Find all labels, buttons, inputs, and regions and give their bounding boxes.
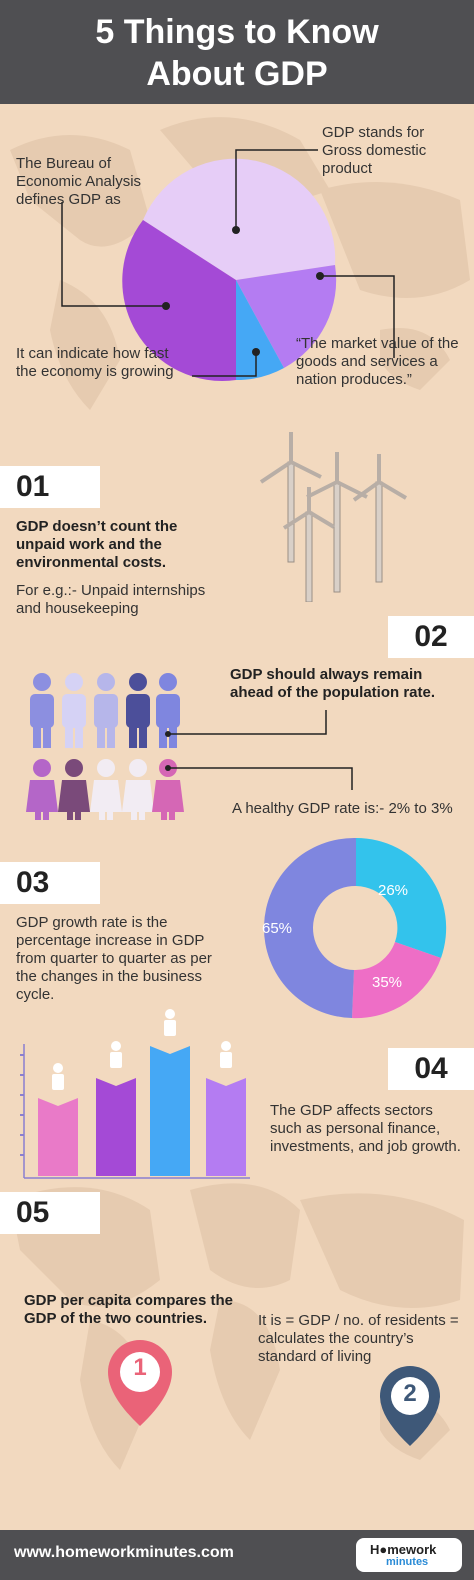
header-bar: 5 Things to Know About GDP	[0, 0, 474, 104]
bea-text: The Bureau of Economic Analysis defines …	[16, 155, 142, 208]
location-pins	[108, 1340, 440, 1446]
gdp-pie-chart	[61, 149, 395, 381]
donut-label-26: 26%	[378, 882, 409, 899]
s3-body: GDP growth rate is the percentage increa…	[16, 914, 212, 1003]
gdp-donut-chart	[263, 837, 447, 1019]
section-04-badge: 04	[388, 1048, 474, 1090]
bar-purple	[96, 1078, 136, 1176]
stands-for-text: GDP stands for Gross domestic product	[322, 124, 427, 177]
section-05-badge: 05	[0, 1192, 100, 1234]
population-people-icons	[26, 673, 353, 820]
pie-slice-lavender	[143, 158, 336, 280]
pin-2-icon	[380, 1366, 440, 1446]
bar-blue	[150, 1046, 190, 1176]
s4-body: The GDP affects sectors such as personal…	[270, 1102, 461, 1155]
s2-healthy-rate: A healthy GDP rate is:- 2% to 3%	[232, 800, 453, 817]
s2-heading: GDP should always remain ahead of the po…	[230, 666, 436, 701]
homework-minutes-logo: H●mework minutes	[356, 1538, 462, 1572]
bar-pink	[38, 1098, 78, 1176]
page-title-line2: About GDP	[146, 55, 328, 93]
logo-text-top: H●mework	[370, 1542, 437, 1557]
donut-slice-blue	[356, 837, 447, 958]
pin-2-number: 2	[403, 1380, 417, 1407]
s5-heading: GDP per capita compares the GDP of the t…	[24, 1292, 233, 1327]
male-figures	[30, 673, 180, 748]
pin-1-icon	[108, 1340, 172, 1426]
page-title-line1: 5 Things to Know	[95, 13, 379, 51]
pie-slice-purple	[122, 220, 236, 381]
donut-slice-indigo	[263, 837, 356, 1018]
s1-heading: GDP doesn’t count the unpaid work and th…	[16, 518, 178, 571]
donut-slice-pink	[352, 942, 441, 1019]
section-02-badge: 02	[388, 616, 474, 658]
footer-bar: www.homeworkminutes.com H●mework minutes	[0, 1530, 474, 1580]
donut-label-35: 35%	[372, 974, 403, 991]
growth-bar-illustration	[20, 1009, 250, 1179]
female-figures	[26, 759, 184, 820]
s1-example: For e.g.:- Unpaid internships and housek…	[16, 582, 206, 617]
logo-text-bottom: minutes	[386, 1556, 429, 1568]
s5-formula: It is = GDP / no. of residents = calcula…	[258, 1312, 459, 1365]
pin-1-number: 1	[133, 1354, 147, 1381]
pie-slice-violet	[236, 265, 337, 368]
donut-label-65: 65%	[262, 920, 293, 937]
quote-text: “The market value of the goods and servi…	[296, 335, 459, 388]
wind-turbines-illustration	[259, 432, 408, 602]
pie-slice-blue	[236, 280, 284, 381]
indicate-text: It can indicate how fast the economy is …	[16, 345, 174, 380]
section-01-badge: 01	[0, 466, 100, 508]
bar-violet	[206, 1078, 246, 1176]
footer-url[interactable]: www.homeworkminutes.com	[14, 1544, 234, 1561]
section-03-badge: 03	[0, 862, 100, 904]
